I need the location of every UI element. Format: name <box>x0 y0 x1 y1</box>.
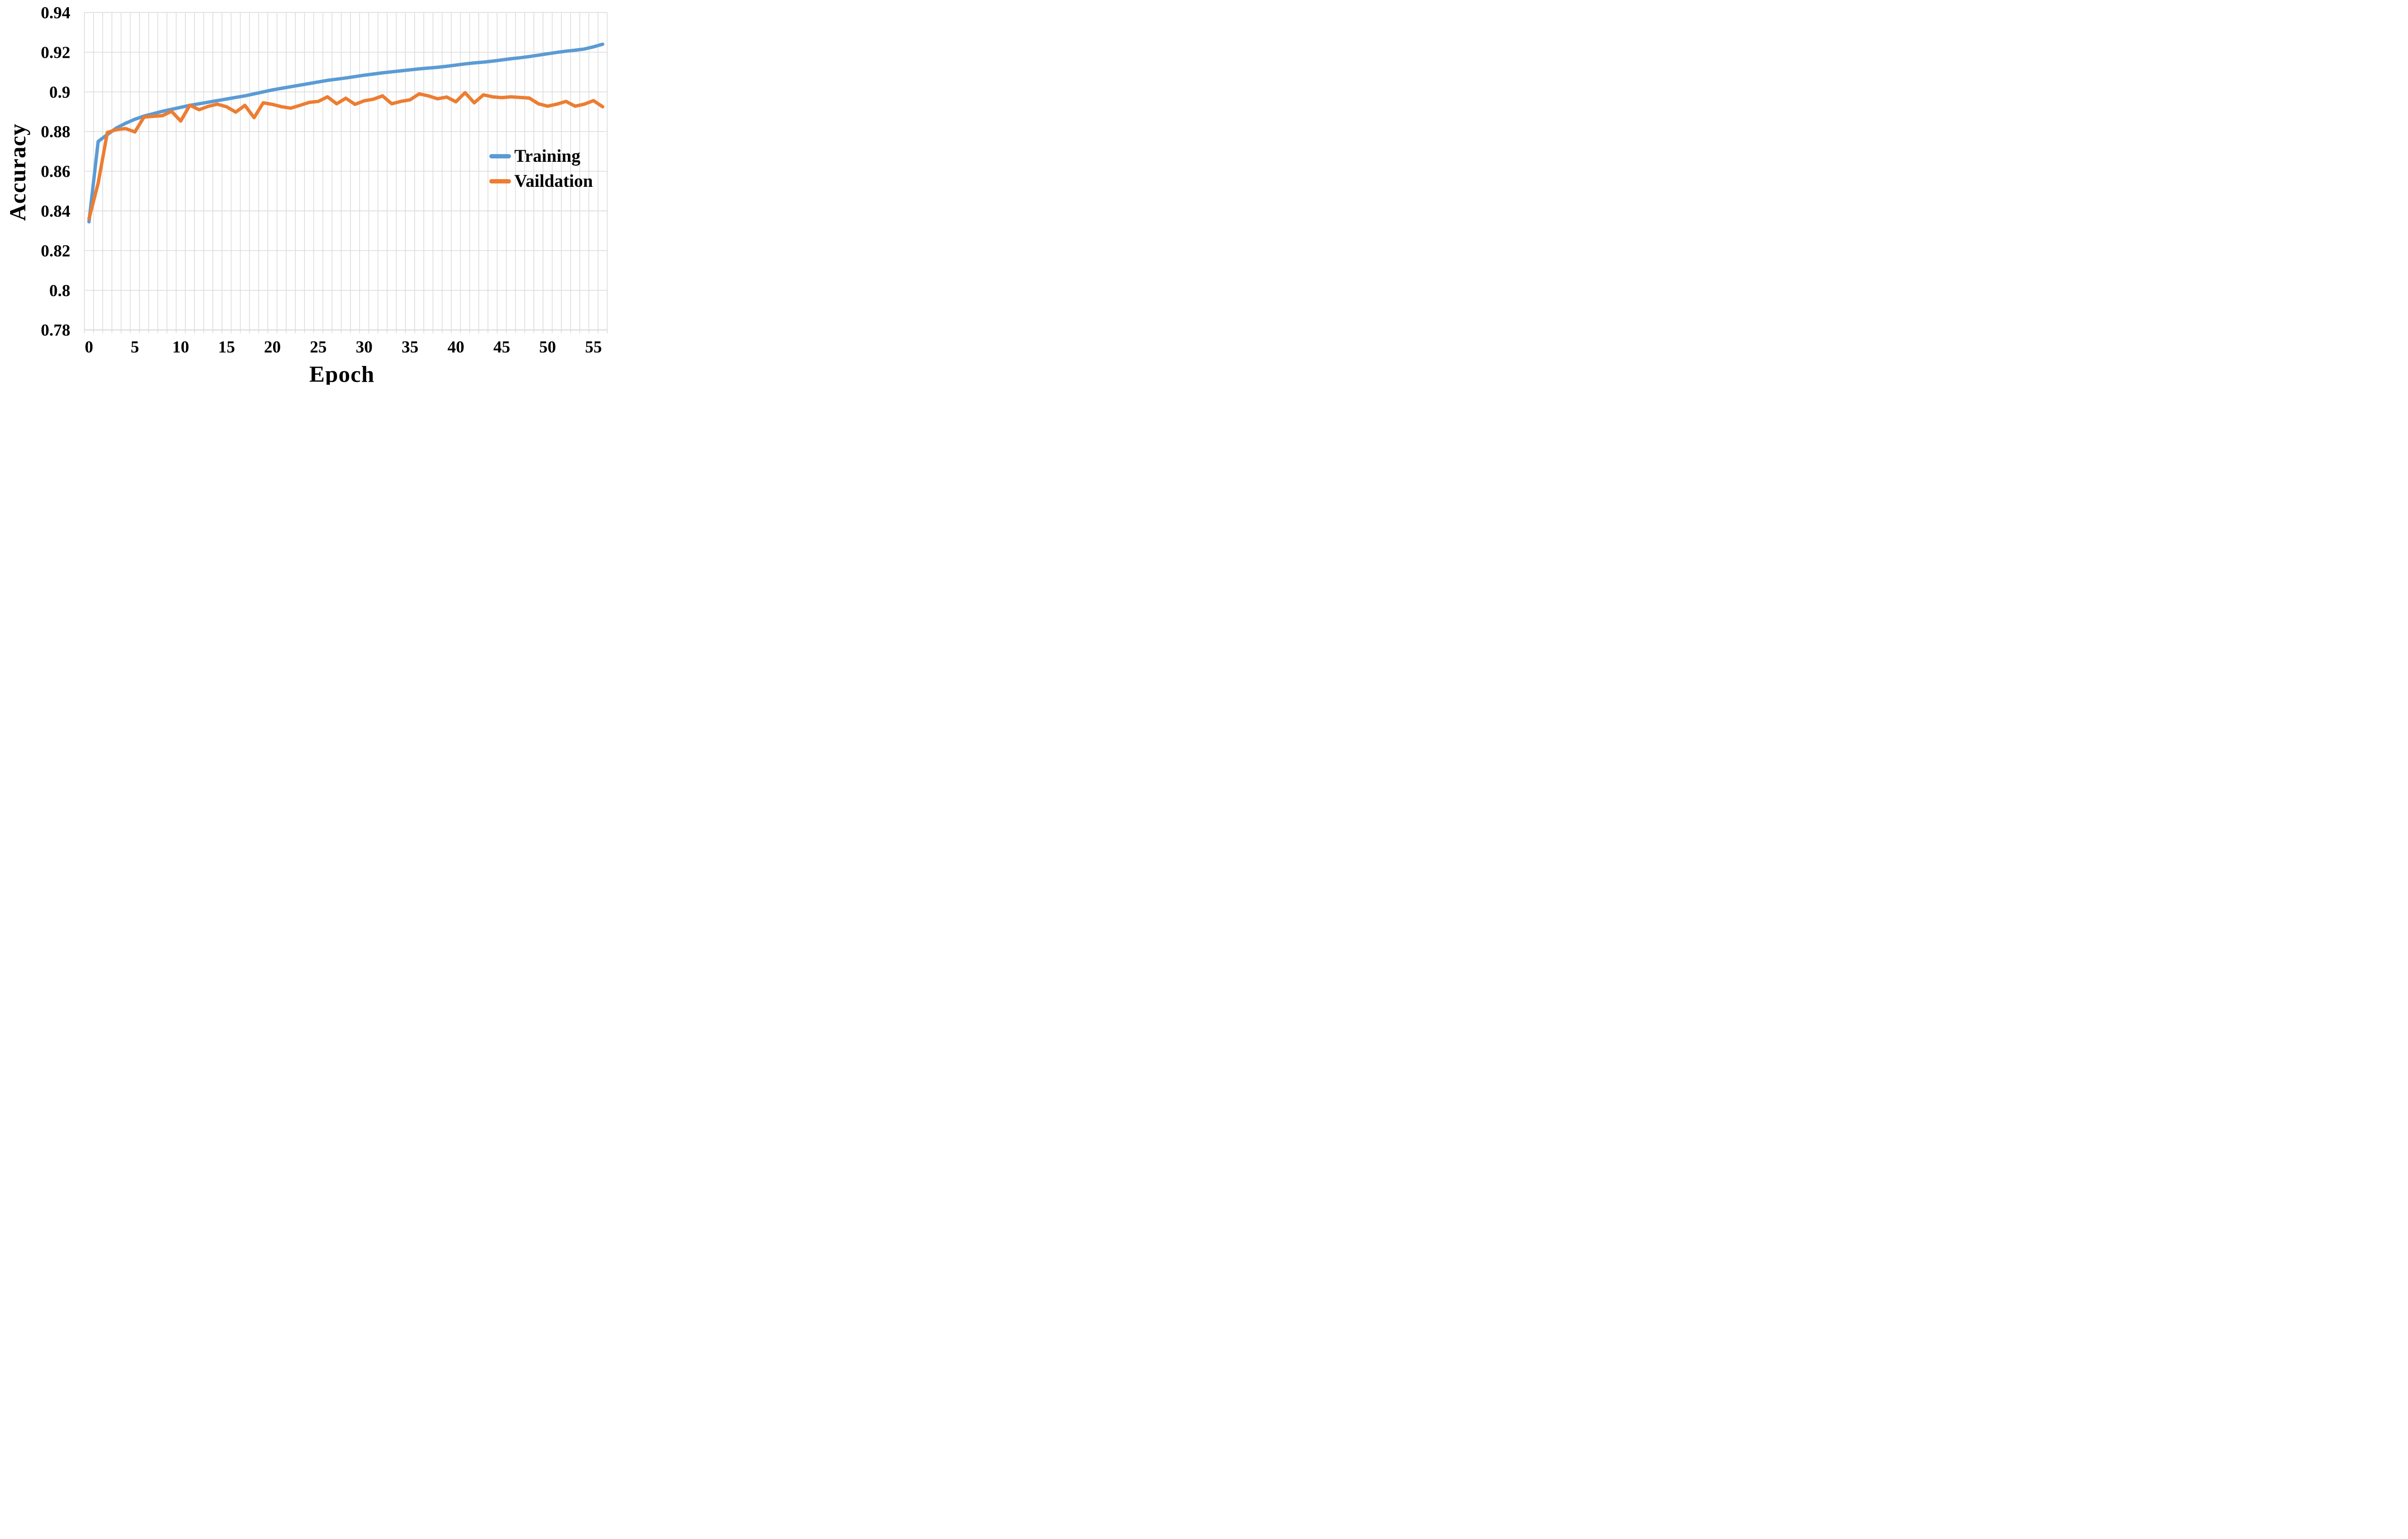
y-tick-label: 0.92 <box>41 43 70 62</box>
plot-area: 0.94 0.92 0.9 0.88 0.86 0.84 0.82 0.8 0.78 0 5 10 15… <box>41 3 608 356</box>
x-tick-label: 20 <box>264 338 281 356</box>
series-line-training <box>87 42 604 224</box>
x-tick-label: 55 <box>585 338 602 356</box>
x-tick-label: 25 <box>310 338 327 356</box>
x-tick-label: 45 <box>493 338 510 356</box>
y-tick-label: 0.84 <box>41 202 70 221</box>
x-tick-label: 40 <box>447 338 464 356</box>
chart-figure: 0.94 0.92 0.9 0.88 0.86 0.84 0.82 0.8 0.78 0 5 10 15… <box>0 0 608 385</box>
y-tick-label: 0.9 <box>49 83 70 102</box>
legend: Training Vaildation <box>489 143 605 194</box>
y-axis-title: Accuracy <box>5 123 31 221</box>
x-tick-label: 35 <box>402 338 419 356</box>
x-tick-label: 50 <box>539 338 556 356</box>
legend-label: Training <box>514 146 581 166</box>
x-tick-label: 5 <box>131 338 139 356</box>
x-axis-title: Epoch <box>309 362 375 385</box>
y-tick-label: 0.82 <box>41 241 70 260</box>
legend-swatch-icon <box>489 154 511 158</box>
x-tick-label: 0 <box>85 338 93 356</box>
y-tick-label: 0.86 <box>41 162 70 181</box>
x-tick-label: 15 <box>218 338 235 356</box>
y-tick-label: 0.88 <box>41 122 70 141</box>
legend-item: Training <box>489 143 605 169</box>
legend-swatch-icon <box>489 179 511 183</box>
y-tick-label: 0.78 <box>41 321 70 339</box>
y-tick-label: 0.94 <box>41 3 70 22</box>
legend-label: Vaildation <box>514 171 593 191</box>
x-tick-label: 30 <box>356 338 373 356</box>
x-tick-label: 10 <box>172 338 189 356</box>
series-line-vaildation <box>87 91 604 221</box>
legend-item: Vaildation <box>489 169 605 194</box>
y-tick-label: 0.8 <box>49 281 70 300</box>
